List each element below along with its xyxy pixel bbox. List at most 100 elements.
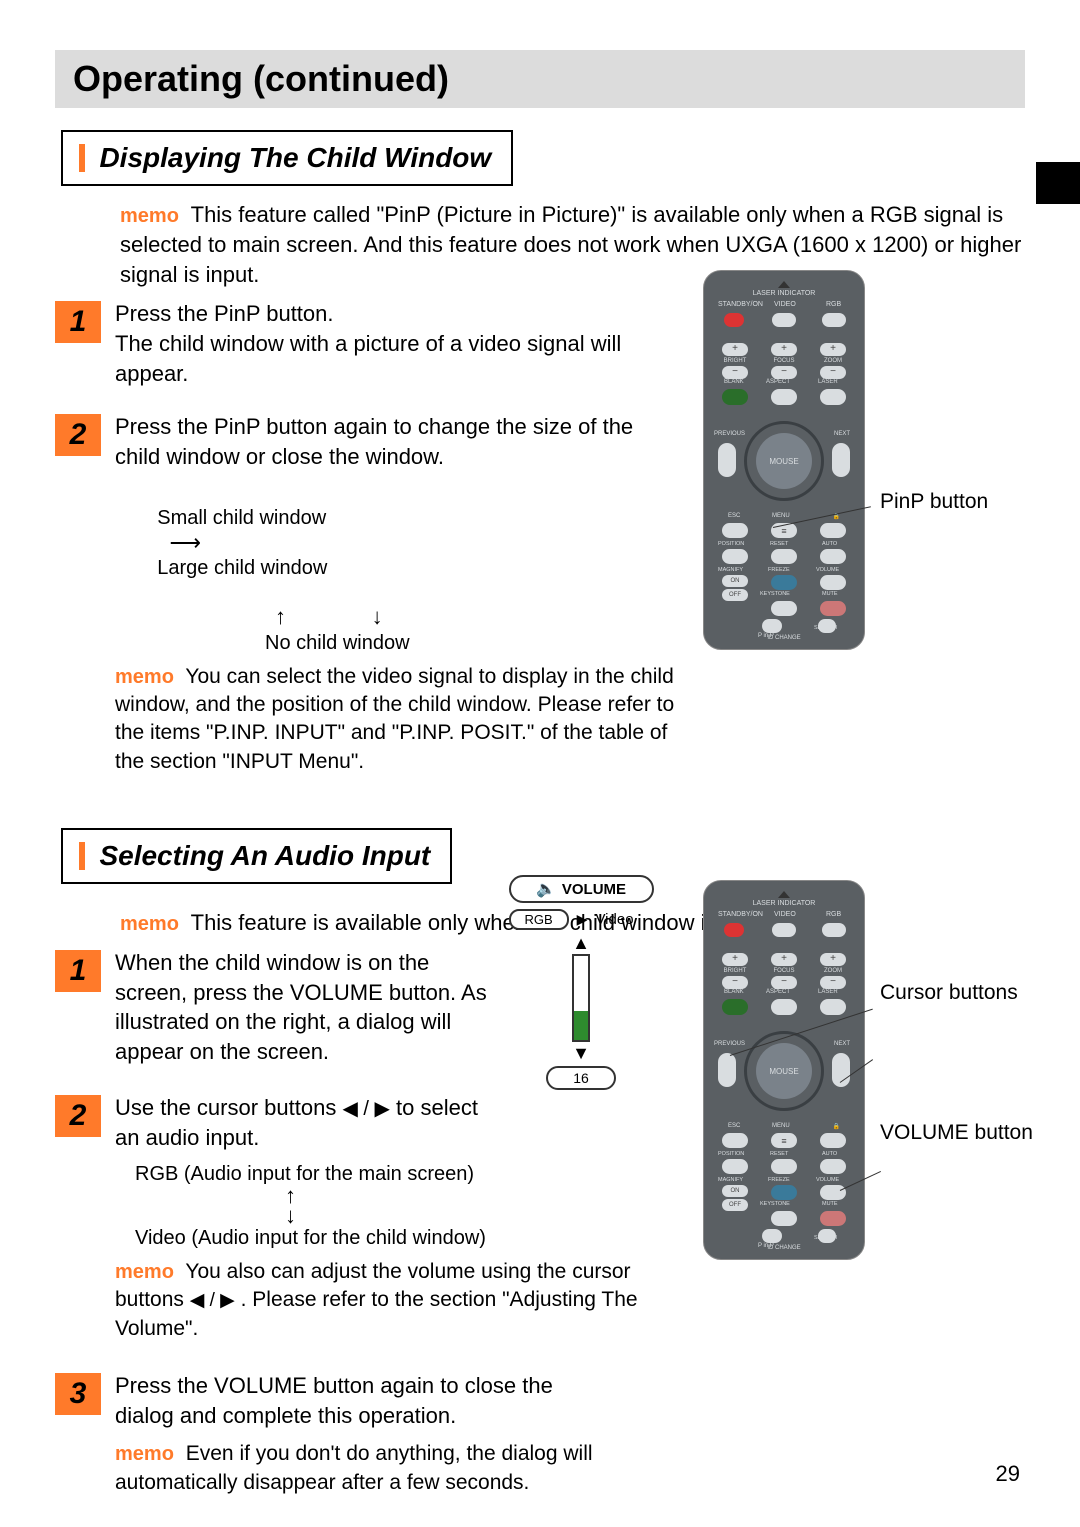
remote-lbl: LASER bbox=[818, 379, 838, 385]
remote-standby-button bbox=[724, 923, 744, 937]
remote-lbl: MENU bbox=[772, 1123, 790, 1129]
memo-label: memo bbox=[120, 913, 179, 935]
remote-on: ON bbox=[722, 1185, 748, 1197]
remote-search-button bbox=[818, 1229, 836, 1243]
page-title: Operating (continued) bbox=[73, 58, 1007, 100]
memo-adjust-volume: memo You also can adjust the volume usin… bbox=[115, 1258, 675, 1343]
volume-bar-fill bbox=[574, 1011, 588, 1040]
flow-none: No child window bbox=[135, 631, 1025, 655]
step-body: Use the cursor buttons ◀ / ▶ to select a… bbox=[115, 1093, 495, 1153]
remote-lbl: AUTO bbox=[822, 1151, 837, 1157]
step-number: 2 bbox=[55, 414, 101, 456]
volume-dialog-illustration: 🔈 VOLUME RGB ▶ Video ▲ ▼ 16 bbox=[500, 875, 662, 1093]
remote-lbl: VIDEO bbox=[774, 301, 796, 308]
remote-volume-button bbox=[820, 1185, 846, 1200]
remote-off: OFF bbox=[722, 1199, 748, 1211]
remote-lbl: MUTE bbox=[822, 591, 838, 597]
section-heading-child-window: Displaying The Child Window bbox=[61, 130, 513, 186]
step-2: 2 Press the PinP button again to change … bbox=[55, 412, 1025, 471]
remote-lbl: MENU bbox=[772, 513, 790, 519]
memo-text: You can select the video signal to displ… bbox=[115, 665, 674, 773]
callout-pinp: PinP button bbox=[880, 490, 988, 514]
remote-laser-label: LASER INDICATOR bbox=[753, 900, 816, 907]
volume-bar bbox=[572, 954, 590, 1042]
remote-lbl: KEYSTONE bbox=[760, 1201, 790, 1207]
remote-menu-button: ≡ bbox=[771, 1133, 797, 1148]
remote-pinp-button bbox=[762, 1229, 782, 1243]
memo-text: This feature called "PinP (Picture in Pi… bbox=[120, 202, 1021, 287]
remote-off: OFF bbox=[722, 589, 748, 601]
flow-small: Small child window bbox=[157, 507, 326, 529]
step-body: Press the VOLUME button again to close t… bbox=[115, 1371, 595, 1430]
remote-volume-button bbox=[820, 575, 846, 590]
remote-lbl: AUTO bbox=[822, 541, 837, 547]
volume-dialog-title: VOLUME bbox=[562, 881, 626, 898]
remote-lbl: ZOOM bbox=[824, 358, 842, 364]
remote-keystone-button bbox=[771, 1211, 797, 1226]
remote-lbl: PREVIOUS bbox=[714, 1041, 745, 1047]
section-heading-audio-input: Selecting An Audio Input bbox=[61, 828, 452, 884]
remote-lbl: FREEZE bbox=[768, 567, 790, 573]
remote-mute-button bbox=[820, 1211, 846, 1226]
triangle-down-icon: ▼ bbox=[572, 1044, 590, 1062]
triangle-up-icon: ▲ bbox=[572, 934, 590, 952]
flow-audio-input: RGB (Audio input for the main screen) ↑↓… bbox=[135, 1162, 1025, 1250]
remote-esc-button bbox=[722, 1133, 748, 1148]
remote-lbl: ZOOM bbox=[824, 968, 842, 974]
remote-lbl: FOCUS bbox=[774, 358, 795, 364]
remote-lock-button bbox=[820, 1133, 846, 1148]
remote-auto-button bbox=[820, 1159, 846, 1174]
remote-lbl: RESET bbox=[770, 1151, 788, 1157]
remote-lbl: BRIGHT bbox=[724, 358, 747, 364]
remote-lbl: BLANK bbox=[724, 989, 744, 995]
remote-laser-button bbox=[820, 999, 846, 1015]
remote-lbl: ID CHANGE bbox=[704, 635, 864, 641]
step-number: 1 bbox=[55, 950, 101, 992]
memo-label: memo bbox=[115, 1261, 174, 1283]
remote-video-button bbox=[772, 313, 796, 327]
remote-laser-button bbox=[820, 389, 846, 405]
volume-video-label: Video bbox=[595, 911, 633, 928]
section-heading-text: Displaying The Child Window bbox=[99, 142, 491, 173]
heading-accent-bar bbox=[79, 144, 85, 172]
remote-mouse-pad: MOUSE bbox=[756, 1043, 812, 1099]
memo-text: Even if you don't do anything, the dialo… bbox=[115, 1442, 593, 1493]
remote-reset-button bbox=[771, 1159, 797, 1174]
page-number: 29 bbox=[996, 1461, 1020, 1487]
remote-lbl: STANDBY/ON bbox=[718, 911, 763, 918]
remote-lbl: POSITION bbox=[718, 541, 744, 547]
step-1: 1 Press the PinP button. The child windo… bbox=[55, 299, 1025, 388]
remote-lbl: BRIGHT bbox=[724, 968, 747, 974]
step-body: Press the PinP button again to change th… bbox=[115, 412, 665, 471]
memo-auto-close: memo Even if you don't do anything, the … bbox=[115, 1440, 675, 1497]
speaker-icon: 🔈 bbox=[536, 879, 556, 899]
remote-lbl: MAGNIFY bbox=[718, 1177, 743, 1183]
step-text-pre: Use the cursor buttons bbox=[115, 1095, 342, 1120]
cursor-left-right-icon: ◀ / ▶ bbox=[342, 1098, 389, 1120]
volume-bar-wrap: ▲ ▼ bbox=[561, 934, 601, 1062]
remote-on: ON bbox=[722, 575, 748, 587]
step-number: 3 bbox=[55, 1373, 101, 1415]
callout-cursor: Cursor buttons bbox=[880, 980, 1018, 1005]
remote-control-illustration-2: LASER INDICATOR STANDBY/ON VIDEO RGB +BR… bbox=[703, 880, 865, 1260]
remote-lbl: NEXT bbox=[834, 1041, 850, 1047]
remote-previous-button bbox=[718, 1053, 736, 1087]
remote-esc-button bbox=[722, 523, 748, 538]
remote-lbl: KEYSTONE bbox=[760, 591, 790, 597]
volume-level: 16 bbox=[546, 1066, 616, 1090]
remote-lbl: ASPECT bbox=[766, 379, 790, 385]
remote-standby-button bbox=[724, 313, 744, 327]
remote-freeze-button bbox=[771, 1185, 797, 1200]
remote-lbl: VOLUME bbox=[816, 567, 839, 573]
remote-lbl: BLANK bbox=[724, 379, 744, 385]
remote-lbl: NEXT bbox=[834, 431, 850, 437]
remote-lbl: MAGNIFY bbox=[718, 567, 743, 573]
remote-lbl: FREEZE bbox=[768, 1177, 790, 1183]
remote-lbl: MUTE bbox=[822, 1201, 838, 1207]
remote-freeze-button bbox=[771, 575, 797, 590]
cursor-left-right-icon: ◀ / ▶ bbox=[190, 1290, 235, 1311]
remote-mute-button bbox=[820, 601, 846, 616]
step-body: Press the PinP button. The child window … bbox=[115, 299, 665, 388]
memo-label: memo bbox=[120, 205, 179, 227]
remote-lbl: ESC bbox=[728, 513, 740, 519]
